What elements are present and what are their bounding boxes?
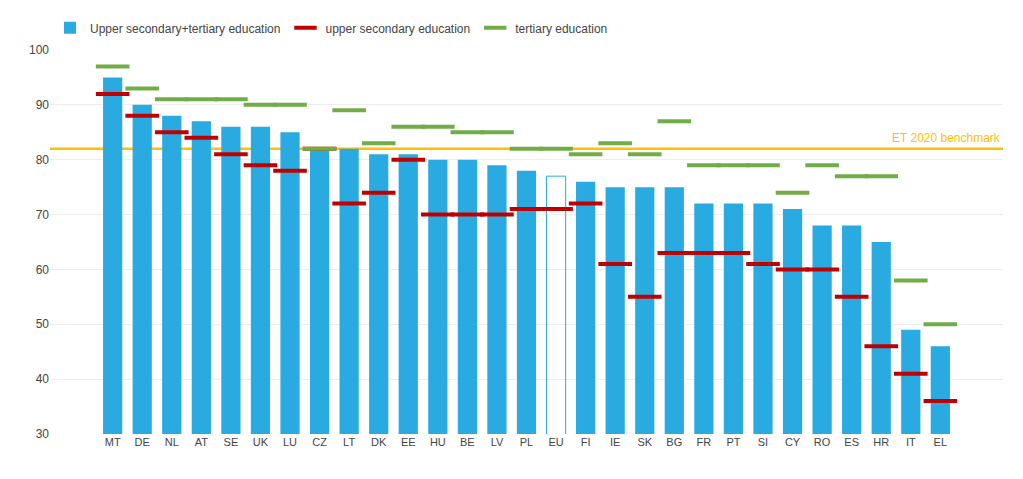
svg-text:RO: RO [814,436,831,448]
svg-text:ES: ES [844,436,859,448]
svg-text:CY: CY [785,436,801,448]
svg-text:PT: PT [726,436,740,448]
svg-text:EU: EU [548,436,563,448]
svg-text:IT: IT [906,436,916,448]
svg-text:EL: EL [934,436,947,448]
svg-text:30: 30 [36,427,50,441]
svg-text:SK: SK [637,436,652,448]
svg-text:70: 70 [36,208,50,222]
svg-text:60: 60 [36,263,50,277]
svg-text:UK: UK [253,436,269,448]
svg-text:HU: HU [430,436,446,448]
svg-text:IE: IE [610,436,620,448]
svg-text:upper secondary education: upper secondary education [325,22,470,36]
svg-text:80: 80 [36,153,50,167]
svg-text:SI: SI [758,436,768,448]
svg-text:LU: LU [283,436,297,448]
svg-text:BG: BG [666,436,682,448]
svg-text:HR: HR [873,436,889,448]
svg-text:AT: AT [195,436,209,448]
svg-text:tertiary education: tertiary education [515,22,607,36]
svg-text:100: 100 [29,43,49,57]
svg-text:FR: FR [697,436,712,448]
svg-text:DK: DK [371,436,387,448]
svg-text:40: 40 [36,372,50,386]
svg-text:LV: LV [491,436,504,448]
svg-text:EE: EE [401,436,416,448]
svg-text:MT: MT [105,436,121,448]
svg-text:PL: PL [520,436,533,448]
svg-text:Upper secondary+tertiary educa: Upper secondary+tertiary education [90,22,280,36]
svg-text:90: 90 [36,98,50,112]
svg-text:CZ: CZ [312,436,327,448]
svg-text:BE: BE [460,436,475,448]
svg-text:LT: LT [343,436,355,448]
svg-text:50: 50 [36,317,50,331]
svg-text:ET 2020 benchmark: ET 2020 benchmark [892,131,1001,145]
svg-text:SE: SE [224,436,239,448]
svg-text:FI: FI [581,436,591,448]
svg-text:NL: NL [165,436,179,448]
svg-text:DE: DE [135,436,150,448]
